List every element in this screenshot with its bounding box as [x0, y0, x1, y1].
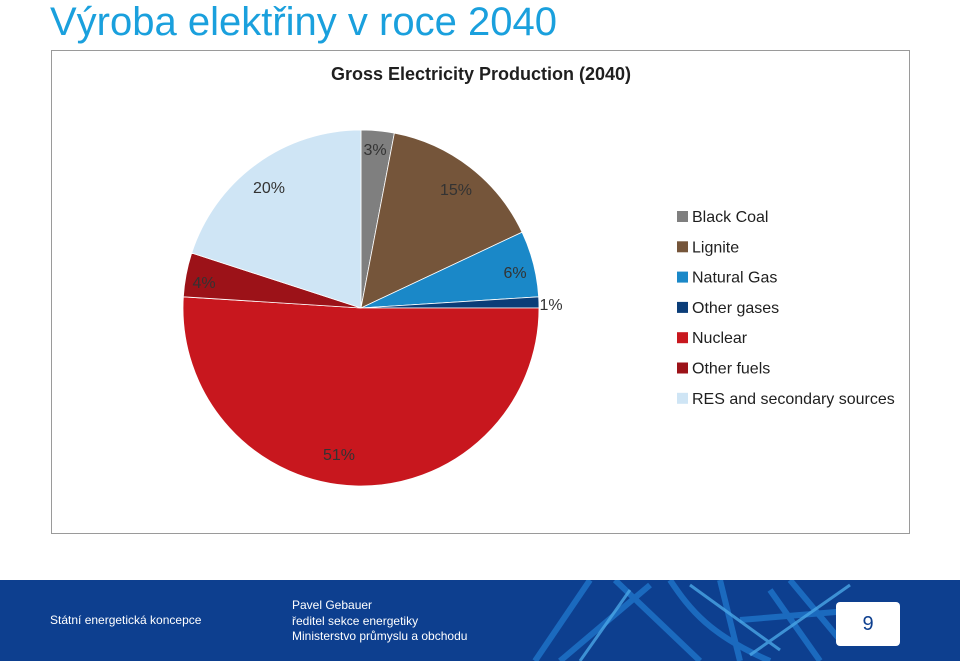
data-label-natural-gas: 6% — [503, 265, 526, 282]
pie-slice-lignite — [360, 132, 523, 309]
legend-label-res-and-secondary-sources: RES and secondary sources — [692, 391, 895, 408]
data-label-other-gases: 1% — [539, 297, 562, 314]
legend-swatch-natural-gas — [677, 271, 688, 283]
pie-slice-nuclear — [182, 296, 540, 487]
footer: Státní energetická koncepce Pavel Gebaue… — [0, 580, 960, 661]
legend-label-natural-gas: Natural Gas — [692, 270, 777, 287]
footer-org: Státní energetická koncepce — [50, 613, 202, 627]
legend-swatch-lignite — [677, 241, 688, 253]
legend-swatch-other-gases — [677, 301, 688, 313]
legend-label-lignite: Lignite — [692, 239, 739, 256]
legend-label-other-fuels: Other fuels — [692, 361, 770, 378]
data-label-res-and-secondary-sources: 20% — [253, 180, 285, 197]
chart-frame: Gross Electricity Production (2040) 3% 15%… — [51, 50, 910, 534]
footer-decoration — [532, 580, 861, 661]
chart-title: Gross Electricity Production (2040) — [331, 64, 631, 84]
data-label-black-coal: 3% — [363, 142, 386, 159]
slide-title: Výroba elektřiny v roce 2040 — [50, 0, 557, 44]
legend-label-nuclear: Nuclear — [692, 330, 748, 347]
data-label-nuclear: 51% — [323, 447, 355, 464]
presenter-ministry: Ministerstvo průmyslu a obchodu — [292, 629, 468, 643]
legend-swatch-other-fuels — [677, 362, 688, 374]
page-number: 9 — [836, 602, 900, 646]
legend-swatch-nuclear — [677, 332, 688, 344]
presenter-name: Pavel Gebauer — [292, 598, 373, 612]
legend-swatch-black-coal — [677, 211, 688, 222]
legend-label-black-coal: Black Coal — [692, 209, 768, 226]
pie-slice-res-and-secondary-sources — [191, 129, 362, 309]
pie-chart: Gross Electricity Production (2040) 3% 15%… — [182, 64, 895, 487]
data-label-lignite: 15% — [440, 182, 472, 199]
presenter-role: ředitel sekce energetiky — [292, 613, 419, 628]
footer-presenter: Pavel Gebauer ředitel sekce energetiky M… — [292, 598, 467, 645]
legend-swatch-res-and-secondary-sources — [677, 392, 688, 404]
legend-label-other-gases: Other gases — [692, 300, 779, 317]
data-label-other-fuels: 4% — [192, 275, 215, 292]
